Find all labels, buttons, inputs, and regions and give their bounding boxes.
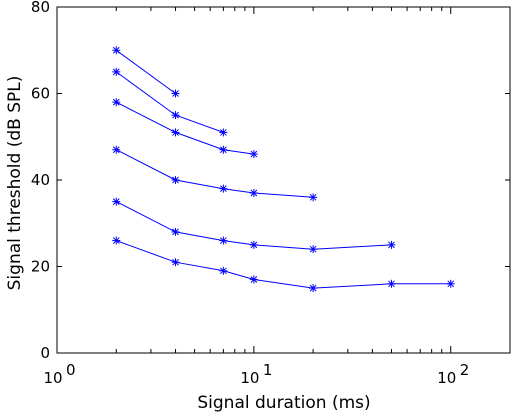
marker-stroke	[250, 150, 258, 158]
data-point	[171, 128, 180, 137]
data-point	[219, 128, 228, 137]
plot-area	[56, 6, 511, 354]
data-point	[249, 150, 258, 159]
marker-stroke	[112, 237, 120, 244]
data-point	[249, 240, 258, 249]
marker-stroke	[112, 68, 120, 76]
data-point	[171, 227, 180, 236]
marker-stroke	[172, 258, 179, 266]
y-axis: 0 20 40 60 80	[31, 0, 510, 362]
data-point	[112, 197, 121, 206]
marker-stroke	[220, 237, 227, 244]
data-point	[219, 145, 228, 154]
y-tick-label: 20	[31, 258, 50, 276]
x-tick-label: 10	[437, 369, 456, 387]
y-tick-label: 80	[31, 0, 50, 16]
marker-stroke	[388, 280, 395, 288]
data-point	[171, 111, 180, 120]
series-line-1	[116, 49, 176, 94]
data-point	[446, 279, 455, 288]
marker-stroke	[220, 185, 227, 193]
marker-stroke	[172, 176, 179, 184]
data-point	[309, 284, 318, 293]
x-tick-label-exponent: 0	[66, 361, 76, 379]
marker-stroke	[172, 129, 179, 136]
data-point	[112, 98, 121, 107]
y-tick-label: 40	[31, 171, 50, 189]
data-point	[112, 46, 121, 55]
marker-stroke	[112, 146, 120, 154]
series-line-5	[116, 201, 392, 250]
data-point	[112, 145, 121, 154]
x-axis: 10 0 10 1 10 2	[43, 7, 511, 387]
data-point	[387, 279, 396, 288]
marker-stroke	[447, 280, 455, 288]
data-point	[249, 188, 258, 197]
x-axis-label: Signal duration (ms)	[197, 393, 370, 413]
marker-stroke	[112, 198, 120, 205]
y-tick-label: 0	[40, 344, 50, 362]
plot-frame	[56, 6, 511, 354]
marker-stroke	[309, 193, 317, 201]
marker-stroke	[172, 111, 179, 119]
x-tick-label-exponent: 1	[263, 361, 273, 379]
x-tick-label: 10	[43, 369, 62, 387]
data-point	[171, 89, 180, 98]
data-point	[309, 245, 318, 254]
data-point	[219, 184, 228, 193]
data-point	[171, 258, 180, 267]
data-point	[112, 236, 121, 245]
marker-stroke	[172, 228, 179, 236]
marker-stroke	[250, 276, 258, 283]
y-tick-label: 60	[31, 85, 50, 103]
marker-stroke	[220, 129, 227, 136]
marker-stroke	[388, 241, 395, 249]
x-tick-label: 10	[240, 369, 259, 387]
data-point	[112, 67, 121, 76]
data-point	[171, 176, 180, 184]
series-line-3	[116, 101, 254, 155]
marker-stroke	[112, 98, 120, 106]
marker-stroke	[112, 46, 120, 54]
marker-stroke	[220, 146, 227, 154]
data-point	[219, 236, 228, 245]
data-point	[219, 266, 228, 275]
data-point	[387, 240, 396, 249]
y-axis-label: Signal threshold (dB SPL)	[5, 76, 25, 291]
series-layer	[112, 46, 455, 293]
marker-stroke	[309, 245, 317, 253]
marker-stroke	[309, 284, 317, 292]
marker-stroke	[250, 241, 258, 249]
data-point	[309, 193, 318, 202]
marker-stroke	[250, 189, 258, 197]
data-point	[249, 275, 258, 284]
marker-stroke	[172, 90, 179, 97]
marker-stroke	[220, 267, 227, 275]
x-tick-label-exponent: 2	[460, 361, 470, 379]
